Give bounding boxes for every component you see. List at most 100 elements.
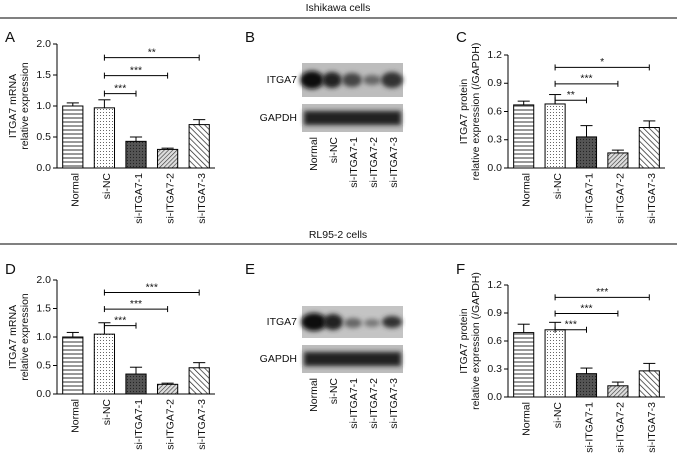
bar — [607, 152, 629, 169]
blot-lane-label: si-ITGA7-2 — [368, 378, 380, 429]
x-tick-label: si-ITGA7-1 — [583, 173, 595, 224]
section-title: RL95-2 cells — [309, 229, 367, 241]
panel-letter: D — [5, 261, 16, 278]
significance-label: *** — [130, 64, 142, 76]
x-tick-label: si-ITGA7-1 — [133, 173, 145, 224]
significance-label: *** — [596, 286, 608, 298]
x-tick-label: si-ITGA7-3 — [196, 173, 208, 224]
panel-letter: F — [456, 261, 465, 278]
y-tick-label: 1.2 — [487, 49, 502, 61]
x-tick-label: si-ITGA7-1 — [583, 402, 595, 453]
y-tick-label: 1.0 — [36, 331, 51, 343]
y-axis-label: relative expression (/GAPDH) — [470, 43, 482, 181]
x-tick-label: si-NC — [552, 402, 564, 429]
blot-lane-label: si-ITGA7-2 — [368, 137, 380, 188]
significance-label: * — [600, 56, 604, 68]
blot-lane-label: si-NC — [328, 137, 340, 164]
blot-row-label: GAPDH — [260, 112, 297, 124]
blot-lane-label: si-ITGA7-1 — [348, 378, 360, 429]
y-axis-label: relative expression — [19, 62, 31, 150]
y-tick-label: 0.3 — [487, 363, 502, 375]
significance-label: *** — [580, 73, 592, 85]
bar — [607, 385, 629, 398]
bar — [125, 140, 147, 169]
panel-letter: C — [456, 29, 467, 46]
y-tick-label: 1.2 — [487, 279, 502, 291]
y-tick-label: 1.5 — [36, 302, 51, 314]
x-tick-label: si-NC — [552, 173, 564, 200]
x-tick-label: si-ITGA7-2 — [164, 173, 176, 224]
blot-lane-label: si-ITGA7-3 — [388, 137, 400, 188]
blot-lane-label: si-ITGA7-3 — [388, 378, 400, 429]
x-tick-label: si-NC — [101, 399, 113, 426]
y-tick-label: 2.0 — [36, 274, 51, 286]
panel-letter: B — [245, 29, 255, 46]
significance-label: ** — [148, 46, 156, 58]
y-tick-label: 0.0 — [487, 391, 502, 403]
significance-label: *** — [130, 298, 142, 310]
bar — [188, 367, 210, 395]
y-tick-label: 0.9 — [487, 77, 502, 89]
y-axis-label: relative expression (/GAPDH) — [470, 272, 482, 410]
bar — [513, 332, 535, 398]
y-tick-label: 0.0 — [36, 388, 51, 400]
x-tick-label: Normal — [70, 399, 82, 433]
bar — [62, 105, 84, 169]
y-tick-label: 0.0 — [36, 162, 51, 174]
y-tick-label: 1.0 — [36, 100, 51, 112]
y-tick-label: 2.0 — [36, 38, 51, 50]
blot-row-label: ITGA7 — [267, 74, 298, 86]
x-tick-label: Normal — [520, 402, 532, 436]
significance-label: *** — [580, 302, 592, 314]
bar — [513, 104, 535, 169]
bar — [638, 127, 660, 169]
x-tick-label: si-ITGA7-3 — [646, 402, 658, 453]
blot-row-label: GAPDH — [260, 353, 297, 365]
y-axis-label: ITGA7 mRNA — [7, 74, 19, 138]
y-axis-label: ITGA7 mRNA — [7, 305, 19, 369]
x-tick-label: si-ITGA7-2 — [164, 399, 176, 450]
blot-image — [300, 63, 403, 132]
significance-label: *** — [146, 281, 158, 293]
y-tick-label: 1.5 — [36, 69, 51, 81]
x-tick-label: si-ITGA7-3 — [646, 173, 658, 224]
significance-label: *** — [114, 314, 126, 326]
y-axis-label: relative expression — [19, 293, 31, 381]
y-axis-label: ITGA7 protein — [458, 79, 470, 145]
bar — [125, 373, 147, 395]
significance-label: *** — [114, 82, 126, 94]
bar — [638, 370, 660, 398]
x-tick-label: si-ITGA7-2 — [615, 402, 627, 453]
bar — [93, 107, 116, 169]
blot-lane-label: Normal — [308, 378, 320, 412]
bar — [544, 103, 566, 169]
blot-lane-label: si-NC — [328, 378, 340, 405]
y-tick-label: 0.5 — [36, 359, 51, 371]
x-tick-label: si-ITGA7-1 — [133, 399, 145, 450]
bar — [544, 329, 566, 398]
significance-label: ** — [567, 89, 575, 101]
bar — [93, 333, 116, 395]
x-tick-label: si-NC — [101, 173, 113, 200]
bar — [62, 336, 84, 395]
y-tick-label: 0.5 — [36, 131, 51, 143]
bar — [156, 148, 179, 169]
significance-label: *** — [565, 319, 577, 331]
bar — [575, 136, 598, 169]
blot-lane-label: si-ITGA7-1 — [348, 137, 360, 188]
x-tick-label: si-ITGA7-2 — [615, 173, 627, 224]
y-axis-label: ITGA7 protein — [458, 308, 470, 374]
panel-letter: A — [5, 29, 15, 46]
blot-lane-label: Normal — [308, 137, 320, 171]
blot-image — [301, 306, 403, 373]
section-title: Ishikawa cells — [306, 2, 371, 14]
x-tick-label: si-ITGA7-3 — [196, 399, 208, 450]
x-tick-label: Normal — [70, 173, 82, 207]
panel-letter: E — [245, 261, 255, 278]
bar — [575, 373, 598, 398]
y-tick-label: 0.6 — [487, 335, 502, 347]
y-tick-label: 0.0 — [487, 162, 502, 174]
y-tick-label: 0.3 — [487, 134, 502, 146]
y-tick-label: 0.6 — [487, 105, 502, 117]
